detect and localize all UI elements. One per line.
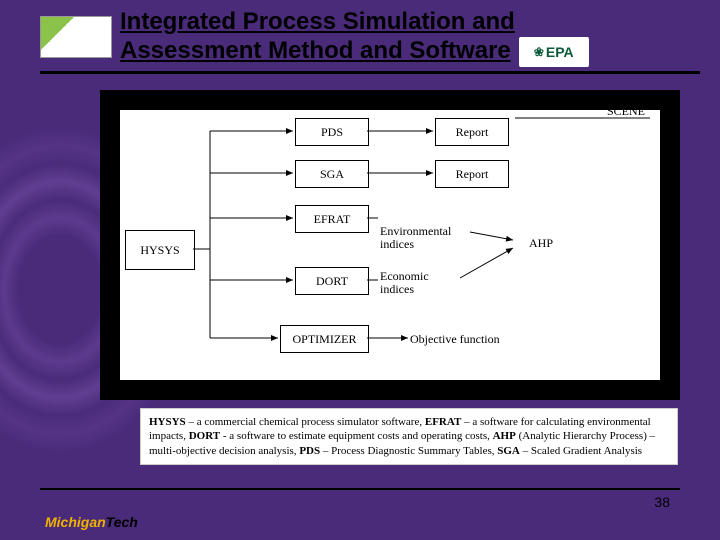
label-env-indices: Environmental indices [380,225,470,251]
scene-label: SCENE [607,104,645,119]
node-hysys: HYSYS [125,230,195,270]
green-logo [40,16,112,58]
label-obj-fn: Objective function [410,332,500,347]
page-number: 38 [654,494,670,510]
node-dort: DORT [295,267,369,295]
logo-tech: Tech [106,514,138,530]
header: Integrated Process Simulation and Assess… [40,8,700,74]
node-report-2: Report [435,160,509,188]
label-econ-indices: Economic indices [380,270,460,296]
diagram-canvas: SCENE HYSYS PDS SGA EFRAT DORT OPTIMIZER… [120,110,660,380]
node-ahp: AHP [515,230,567,256]
diagram-container: SCENE HYSYS PDS SGA EFRAT DORT OPTIMIZER… [100,90,680,400]
description-box: HYSYS – a commercial chemical process si… [140,408,678,465]
title-line-2: Assessment Method and Software [120,37,511,66]
logo-michigan: Michigan [45,514,106,530]
node-efrat: EFRAT [295,205,369,233]
node-pds: PDS [295,118,369,146]
epa-logo: EPA [519,37,589,67]
footer-divider [40,488,680,490]
node-sga: SGA [295,160,369,188]
michigan-tech-logo: MichiganTech [45,514,138,530]
title-line-1: Integrated Process Simulation and [120,8,589,37]
header-underline [40,71,700,74]
node-report-1: Report [435,118,509,146]
node-optimizer: OPTIMIZER [280,325,369,353]
